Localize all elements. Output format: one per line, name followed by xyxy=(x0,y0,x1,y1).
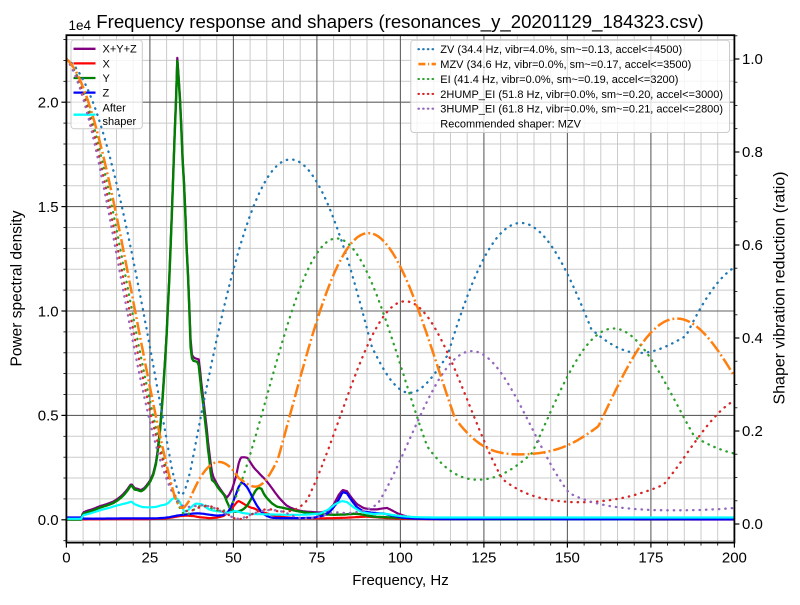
svg-text:0.0: 0.0 xyxy=(38,512,59,529)
svg-text:Shaper vibration reduction (ra: Shaper vibration reduction (ratio) xyxy=(772,171,789,404)
svg-text:0.8: 0.8 xyxy=(742,144,763,161)
svg-text:50: 50 xyxy=(225,550,242,567)
svg-text:0.4: 0.4 xyxy=(742,330,763,347)
svg-text:2.0: 2.0 xyxy=(38,95,59,112)
svg-text:1.0: 1.0 xyxy=(742,51,763,68)
svg-text:0: 0 xyxy=(62,550,70,567)
svg-text:Recommended shaper: MZV: Recommended shaper: MZV xyxy=(440,118,581,130)
svg-text:1.5: 1.5 xyxy=(38,199,59,216)
svg-text:MZV (34.6 Hz, vibr=0.0%, sm~=0: MZV (34.6 Hz, vibr=0.0%, sm~=0.17, accel… xyxy=(440,59,691,71)
svg-text:Power spectral density: Power spectral density xyxy=(9,210,26,366)
svg-text:Frequency response and shapers: Frequency response and shapers (resonanc… xyxy=(96,11,703,33)
svg-text:Z: Z xyxy=(103,88,110,100)
svg-text:ZV (34.4 Hz, vibr=4.0%, sm~=0.: ZV (34.4 Hz, vibr=4.0%, sm~=0.13, accel<… xyxy=(440,44,682,56)
svg-text:200: 200 xyxy=(722,550,747,567)
svg-text:Frequency, Hz: Frequency, Hz xyxy=(352,572,448,589)
svg-text:125: 125 xyxy=(471,550,496,567)
svg-text:100: 100 xyxy=(388,550,413,567)
svg-text:After: After xyxy=(103,102,127,114)
svg-text:1e4: 1e4 xyxy=(69,18,92,33)
svg-text:0.6: 0.6 xyxy=(742,237,763,254)
svg-text:1.0: 1.0 xyxy=(38,303,59,320)
svg-text:2HUMP_EI (51.8 Hz, vibr=0.0%,: 2HUMP_EI (51.8 Hz, vibr=0.0%, sm~=0.20, … xyxy=(440,89,723,101)
svg-text:0.5: 0.5 xyxy=(38,408,59,425)
svg-text:X: X xyxy=(103,58,111,70)
svg-text:75: 75 xyxy=(309,550,326,567)
svg-text:0.0: 0.0 xyxy=(742,516,763,533)
svg-text:EI (41.4 Hz, vibr=0.0%, sm~=0.: EI (41.4 Hz, vibr=0.0%, sm~=0.19, accel<… xyxy=(440,74,678,86)
svg-text:25: 25 xyxy=(142,550,159,567)
svg-text:shaper: shaper xyxy=(103,116,137,128)
svg-text:0.2: 0.2 xyxy=(742,423,763,440)
svg-text:X+Y+Z: X+Y+Z xyxy=(103,44,138,56)
svg-text:150: 150 xyxy=(555,550,580,567)
svg-text:3HUMP_EI (61.8 Hz, vibr=0.0%,: 3HUMP_EI (61.8 Hz, vibr=0.0%, sm~=0.21, … xyxy=(440,104,723,116)
svg-text:175: 175 xyxy=(638,550,663,567)
svg-text:Y: Y xyxy=(103,73,111,85)
